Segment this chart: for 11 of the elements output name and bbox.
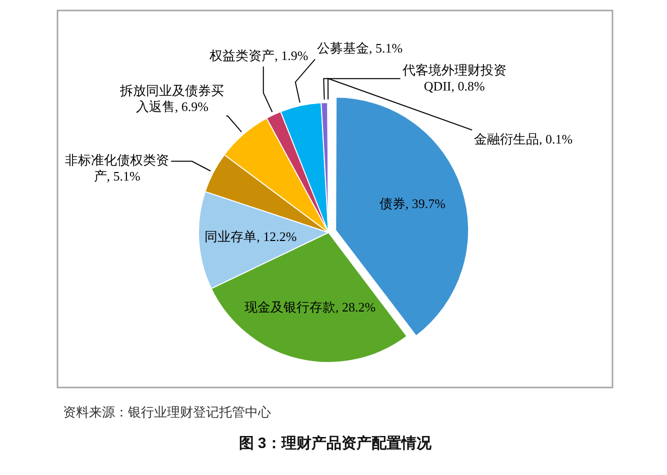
slice-label: 债券, 39.7% [379,196,446,211]
slice-label: 拆放同业及债券买入返售, 6.9% [119,82,224,114]
text: 图 3：理财产品资产配置情况 [238,435,432,452]
slice-label: 权益类资产, 1.9% [208,48,308,63]
text: 资料来源：银行业理财登记托管中心 [63,404,271,420]
slice-label: 金融衍生品, 0.1% [474,131,573,146]
slice-label: 现金及银行存款, 28.2% [244,300,376,315]
slice-label: 同业存单, 12.2% [204,228,297,244]
slice-label: 非标准化债权类资产, 5.1% [65,152,170,184]
slice-label: 公募基金, 5.1% [317,40,403,56]
slice-label: 代客境外理财投资QDII, 0.8% [401,62,506,94]
